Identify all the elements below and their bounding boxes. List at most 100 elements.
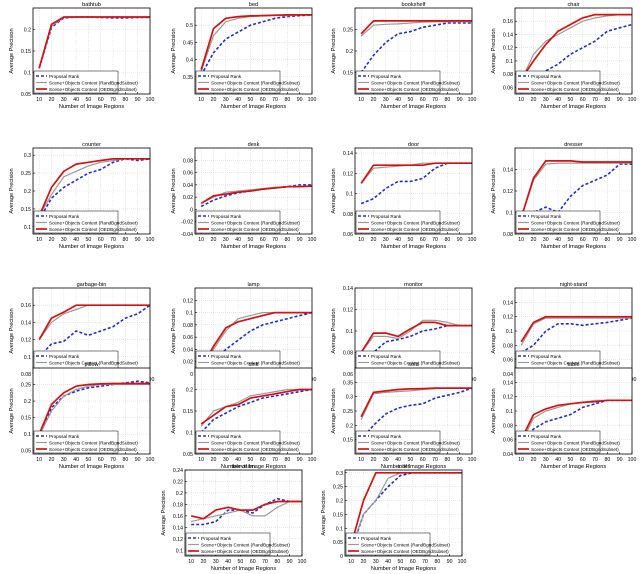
- x-axis-label: Number of Image Regions: [59, 104, 124, 110]
- y-tick-label: 0.22: [173, 479, 183, 485]
- y-tick-label: 0.15: [21, 416, 31, 422]
- legend-label-rand: Scene+Objects Context (RandBgndSubset): [211, 440, 300, 445]
- x-tick-label: 10: [188, 559, 194, 565]
- y-tick-label: 0.08: [21, 372, 31, 378]
- y-tick-label: 0.06: [343, 372, 353, 378]
- series-line-rand: [520, 162, 632, 219]
- y-tick-label: 0.05: [21, 92, 31, 98]
- y-tick-label: -0.02: [181, 220, 193, 226]
- series-line-rand: [200, 388, 312, 427]
- x-tick-label: 10: [518, 457, 524, 463]
- x-tick-label: 20: [201, 559, 207, 565]
- y-tick-label: 0.5: [186, 23, 193, 29]
- x-tick-label: 90: [617, 457, 623, 463]
- x-tick-label: 100: [308, 97, 317, 103]
- x-axis-label: Number of Image Regions: [381, 104, 446, 110]
- legend-label-rand: Scene+Objects Context (RandBgndSubset): [211, 80, 300, 85]
- y-tick-label: 0.35: [343, 380, 353, 386]
- chart-title: bookshelf: [402, 2, 426, 8]
- series-line-rank: [38, 380, 151, 435]
- legend-label-oed: Scene+Objects Context (OEDBgndSubset): [371, 87, 459, 92]
- chart-title: television: [232, 464, 255, 470]
- x-tick-label: 100: [468, 457, 477, 463]
- x-tick-label: 30: [543, 457, 549, 463]
- legend-box: [355, 70, 441, 94]
- y-axis-label: Average Precision: [171, 308, 177, 353]
- x-tick-label: 80: [444, 97, 450, 103]
- x-tick-label: 70: [592, 97, 598, 103]
- legend-box: [515, 430, 601, 454]
- chart-garbage-bin: 1020304050607080901000.080.10.120.140.16…: [9, 282, 154, 390]
- legend-box: [33, 430, 119, 454]
- x-tick-label: 40: [555, 97, 561, 103]
- y-axis-label: Average Precision: [331, 168, 337, 213]
- x-tick-label: 50: [408, 237, 414, 243]
- x-tick-label: 50: [86, 457, 92, 463]
- legend-label-rand: Scene+Objects Context (RandBgndSubset): [371, 80, 460, 85]
- x-tick-label: 100: [298, 559, 307, 565]
- legend-label-rank: Proposal Rank: [211, 434, 242, 439]
- y-axis-label: Average Precision: [9, 308, 15, 353]
- y-tick-label: 0.1: [506, 409, 513, 415]
- legend-label-oed: Scene+Objects Context (OEDBgndSubset): [49, 447, 137, 452]
- x-tick-label: 20: [211, 237, 217, 243]
- x-tick-label: 70: [422, 559, 428, 565]
- x-tick-label: 10: [36, 97, 42, 103]
- series-line-oed: [360, 20, 472, 35]
- chart-chair: 10 20 30 40 50 60 70 80 90 100 0.06 0.08 0.1 0.12 0.14…: [491, 2, 636, 110]
- x-tick-label: 40: [235, 457, 241, 463]
- chart-title: chair: [567, 2, 579, 8]
- legend-label-rand: Scene+Objects Context (RandBgndSubset): [531, 360, 620, 365]
- chart-title: door: [408, 142, 419, 148]
- series-line-rand: [520, 317, 632, 346]
- x-axis-label: Number of Image Regions: [541, 104, 606, 110]
- y-tick-label: 0.14: [503, 300, 513, 306]
- x-tick-label: 100: [628, 457, 637, 463]
- legend-label-rand: Scene+Objects Context (RandBgndSubset): [531, 220, 620, 225]
- x-tick-label: 100: [146, 97, 155, 103]
- x-tick-label: 30: [383, 237, 389, 243]
- y-tick-label: 0.15: [21, 49, 31, 55]
- y-tick-label: 0.1: [506, 59, 513, 65]
- x-tick-label: 60: [580, 237, 586, 243]
- series-line-rank: [200, 14, 313, 76]
- legend-box: [195, 210, 281, 234]
- series-line-oed: [38, 304, 150, 341]
- y-tick-label: 0.25: [343, 28, 353, 34]
- series-line-rank: [520, 317, 633, 354]
- x-axis-label: Number of Image Regions: [381, 244, 446, 250]
- legend-label-rank: Proposal Rank: [531, 74, 562, 79]
- y-axis-label: Average Precision: [491, 28, 497, 73]
- y-tick-label: 0.12: [503, 189, 513, 195]
- series-line-oed: [520, 13, 632, 80]
- y-tick-label: 0.1: [186, 431, 193, 437]
- x-tick-label: 50: [86, 237, 92, 243]
- x-tick-label: 20: [531, 237, 537, 243]
- series-line-rand: [191, 500, 302, 523]
- x-axis-label: Number of Image Regions: [221, 464, 286, 470]
- x-tick-label: 20: [531, 457, 537, 463]
- x-tick-label: 70: [110, 97, 116, 103]
- x-tick-label: 10: [358, 457, 364, 463]
- legend-box: [195, 70, 281, 94]
- legend-label-rand: Scene+Objects Context (RandBgndSubset): [371, 220, 460, 225]
- legend-label-oed: Scene+Objects Context (OEDBgndSubset): [531, 87, 619, 92]
- y-tick-label: 0.24: [173, 468, 183, 474]
- chart-title: pillow: [85, 362, 100, 368]
- axes-frame: [194, 147, 313, 235]
- legend-label-rank: Proposal Rank: [211, 214, 242, 219]
- legend-label-rank: Proposal Rank: [361, 536, 392, 541]
- chart-sink: 10 20 30 40 50 60 70 80 90 100 0.05 0.1 0.15 0.2 sink N…: [171, 362, 316, 470]
- x-tick-label: 10: [198, 97, 204, 103]
- x-tick-label: 40: [235, 237, 241, 243]
- x-tick-label: 80: [274, 559, 280, 565]
- y-tick-label: 0.1: [176, 548, 183, 554]
- y-tick-label: 0.25: [21, 171, 31, 177]
- x-tick-label: 70: [110, 237, 116, 243]
- x-tick-label: 50: [568, 457, 574, 463]
- x-tick-label: 40: [395, 97, 401, 103]
- x-tick-label: 80: [604, 97, 610, 103]
- x-tick-label: 60: [260, 457, 266, 463]
- x-tick-label: 60: [260, 237, 266, 243]
- x-tick-label: 30: [543, 237, 549, 243]
